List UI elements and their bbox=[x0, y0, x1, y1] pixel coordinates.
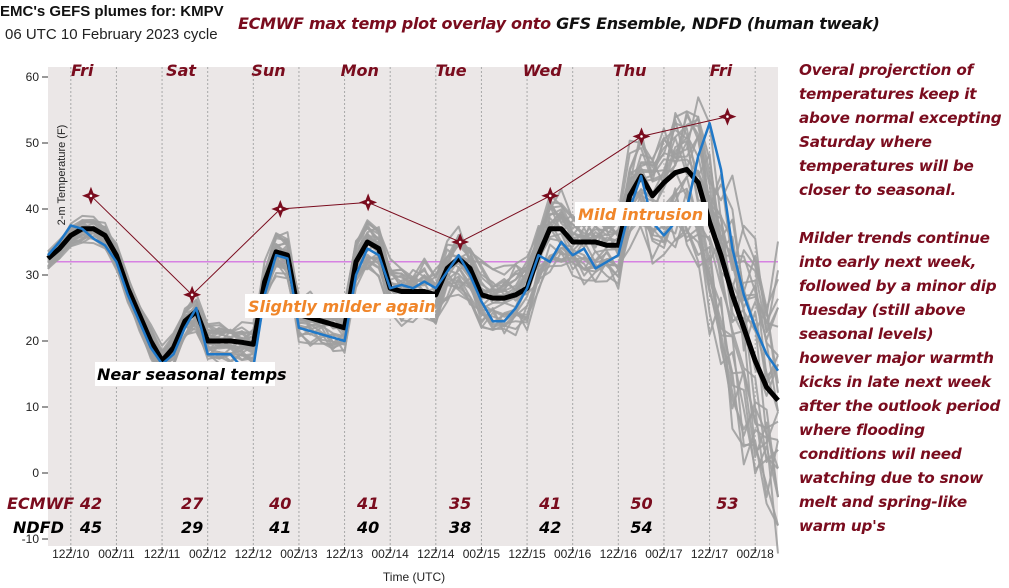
ecmwf-marker-center bbox=[366, 201, 370, 204]
y-axis-label: 2-m Temperature (F) bbox=[56, 125, 68, 226]
x-tick-label: 12Z/12 bbox=[235, 547, 273, 561]
y-tick-label: 20 bbox=[26, 334, 40, 348]
ecmwf-marker-center bbox=[640, 135, 643, 138]
x-tick-label: 12Z/15 bbox=[508, 547, 546, 561]
ecmwf-value: 41 bbox=[356, 494, 379, 513]
ecmwf-marker-center bbox=[279, 207, 282, 211]
x-tick-label: 00Z/11 bbox=[98, 547, 135, 561]
ensemble-mean-line bbox=[46, 166, 780, 403]
x-tick-label: 00Z/18 bbox=[737, 547, 775, 561]
y-tick-label: 50 bbox=[26, 136, 40, 150]
day-label: Wed bbox=[523, 61, 562, 80]
x-tick-label: 00Z/14 bbox=[372, 547, 410, 561]
control-run-line bbox=[47, 121, 780, 372]
ensemble-member-line bbox=[47, 96, 779, 353]
x-tick-label: 00Z/13 bbox=[280, 547, 318, 561]
x-tick-label: 12Z/10 bbox=[52, 547, 90, 561]
day-label: Sat bbox=[166, 61, 197, 80]
ecmwf-value: 35 bbox=[449, 494, 471, 513]
ndfd-row-label: NDFD bbox=[13, 518, 64, 537]
ensemble-member-line bbox=[47, 111, 779, 357]
y-tick-label: -10 bbox=[22, 532, 40, 546]
x-axis: 12Z/10 00Z/11 12Z/11 00Z/12 12Z/12 00Z/13 12Z/… bbox=[52, 547, 774, 561]
day-label: Fri bbox=[71, 61, 94, 80]
x-tick-label: 12Z/17 bbox=[691, 547, 729, 561]
notes-paragraph-2: Milder trends continue into early next w… bbox=[799, 229, 1001, 535]
ndfd-value: 29 bbox=[181, 518, 203, 537]
annotation-mild-intrusion: Mild intrusion bbox=[575, 202, 708, 226]
y-axis: 60 50 40 30 20 10 0 -10 bbox=[22, 70, 48, 546]
overlay-title: ECMWF max temp plot overlay onto GFS Ens… bbox=[238, 14, 880, 33]
x-tick-label: 12Z/16 bbox=[600, 547, 638, 561]
overlay-title-part2: onto bbox=[511, 14, 551, 33]
x-tick-label: 00Z/15 bbox=[463, 547, 501, 561]
forecast-notes: Overal projerction of temperatures keep … bbox=[799, 58, 1009, 538]
ndfd-value: 54 bbox=[630, 518, 652, 537]
x-tick-label: 12Z/11 bbox=[144, 547, 181, 561]
x-tick-label: 00Z/17 bbox=[645, 547, 683, 561]
overlay-title-part3: GFS Ensemble, NDFD (human tweak) bbox=[556, 14, 880, 33]
ecmwf-value: 41 bbox=[538, 494, 561, 513]
annotation-mild-intrusion-text: Mild intrusion bbox=[578, 205, 703, 224]
y-tick-label: 30 bbox=[26, 268, 40, 282]
ecmwf-marker-center bbox=[548, 194, 552, 198]
annotation-near-seasonal: Near seasonal temps bbox=[95, 362, 287, 386]
ndfd-value: 38 bbox=[449, 518, 471, 537]
cycle-subtitle: 06 UTC 10 February 2023 cycle bbox=[5, 26, 218, 43]
y-tick-label: 10 bbox=[26, 400, 40, 414]
ecmwf-value: 42 bbox=[79, 494, 102, 513]
overlay-title-part1: ECMWF max temp plot overlay bbox=[238, 14, 506, 33]
day-label: Thu bbox=[613, 61, 647, 80]
annotation-slightly-milder: Slightly milder again bbox=[245, 294, 436, 318]
chart-title: EMC's GEFS plumes for: KMPV bbox=[0, 3, 224, 20]
ecmwf-marker-center bbox=[726, 115, 729, 118]
day-label: Tue bbox=[435, 61, 466, 80]
ecmwf-marker-center bbox=[190, 293, 194, 297]
day-label: Fri bbox=[710, 61, 733, 80]
ecmwf-value: 27 bbox=[181, 494, 204, 513]
ndfd-value: 42 bbox=[538, 518, 561, 537]
ecmwf-value: 50 bbox=[630, 494, 652, 513]
ecmwf-markers bbox=[81, 107, 737, 304]
ecmwf-value: 53 bbox=[716, 494, 738, 513]
y-tick-label: 60 bbox=[26, 70, 40, 84]
ecmwf-marker-center bbox=[89, 194, 93, 198]
annotation-near-seasonal-text: Near seasonal temps bbox=[97, 365, 287, 384]
ndfd-value: 45 bbox=[79, 518, 102, 537]
x-tick-label: 00Z/16 bbox=[554, 547, 592, 561]
notes-paragraph-1: Overal projerction of temperatures keep … bbox=[799, 61, 1002, 199]
x-tick-label: 12Z/14 bbox=[417, 547, 455, 561]
ndfd-value: 41 bbox=[268, 518, 291, 537]
day-labels: Fri Sat Sun Mon Tue Wed Thu Fri bbox=[71, 61, 733, 80]
summary-rows: ECMWF NDFD 42 27 40 41 35 41 50 53 45 29 41 40 38 42 5… bbox=[7, 494, 739, 537]
day-label: Sun bbox=[251, 61, 285, 80]
annotation-slightly-milder-text: Slightly milder again bbox=[248, 297, 436, 316]
ecmwf-marker-center bbox=[458, 240, 462, 244]
ecmwf-line bbox=[90, 116, 728, 296]
ecmwf-value: 40 bbox=[268, 494, 291, 513]
x-axis-label: Time (UTC) bbox=[383, 570, 445, 584]
y-tick-label: 0 bbox=[32, 466, 39, 480]
day-label: Mon bbox=[341, 61, 379, 80]
ndfd-value: 40 bbox=[356, 518, 379, 537]
x-tick-label: 12Z/13 bbox=[326, 547, 364, 561]
ecmwf-row-label: ECMWF bbox=[7, 494, 74, 513]
x-tick-label: 00Z/12 bbox=[189, 547, 227, 561]
y-tick-label: 40 bbox=[26, 202, 40, 216]
